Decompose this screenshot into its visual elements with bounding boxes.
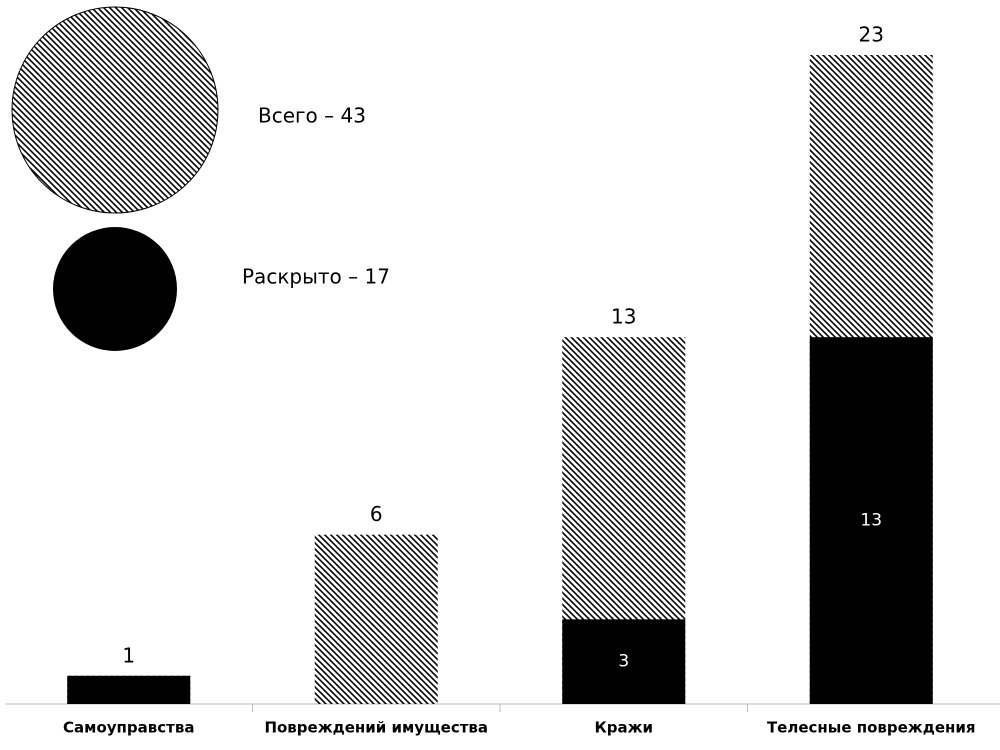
x-tick-label: Самоуправства [63, 719, 194, 737]
value-label: 6 [370, 502, 383, 526]
x-tick-label: Телесные повреждения [767, 719, 976, 737]
value-label: 3 [618, 652, 629, 672]
value-label: 1 [122, 643, 135, 667]
value-label: 23 [859, 23, 884, 47]
legend-swatch [11, 6, 219, 214]
legend-label: Всего – 43 [258, 104, 366, 128]
x-tick-label: Кражи [594, 719, 653, 737]
legend-label: Раскрыто – 17 [242, 265, 390, 289]
bar [67, 675, 191, 704]
legend-swatch [53, 227, 177, 351]
value-label: 13 [860, 511, 882, 531]
bar [809, 337, 933, 704]
value-label: 13 [611, 305, 636, 329]
bar [562, 619, 686, 704]
bar [314, 534, 438, 704]
x-tick-label: Повреждений имущества [264, 719, 488, 737]
